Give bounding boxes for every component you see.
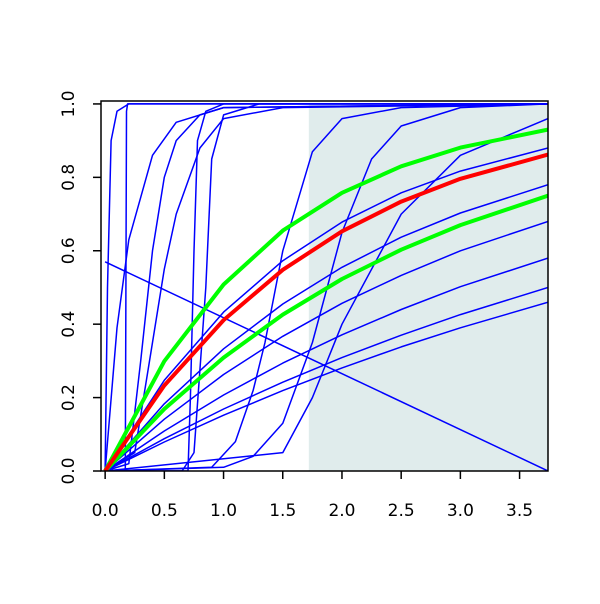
plot-area bbox=[103, 103, 548, 471]
series-line bbox=[104, 261, 548, 471]
series-line bbox=[105, 117, 548, 471]
plot-frame bbox=[100, 100, 549, 472]
series-line bbox=[105, 103, 548, 471]
series-line bbox=[103, 152, 548, 471]
y-tick-label: 0.6 bbox=[59, 237, 79, 264]
x-tick-label: 2.5 bbox=[388, 501, 415, 521]
series-line bbox=[104, 257, 548, 471]
y-tick-label: 0.0 bbox=[59, 457, 79, 484]
y-tick-label: 0.4 bbox=[59, 311, 79, 338]
x-tick-label: 1.5 bbox=[269, 501, 296, 521]
y-tick-label: 1.0 bbox=[59, 90, 79, 117]
series-line bbox=[105, 103, 548, 471]
x-tick-label: 1.0 bbox=[210, 501, 237, 521]
series-line bbox=[104, 301, 548, 471]
x-tick-label: 3.0 bbox=[447, 501, 474, 521]
x-tick-label: 0.5 bbox=[151, 501, 178, 521]
x-tick-label: 2.0 bbox=[328, 501, 355, 521]
x-tick-label: 3.5 bbox=[506, 501, 533, 521]
series-line bbox=[103, 193, 548, 471]
series-line bbox=[105, 103, 548, 471]
series-line bbox=[104, 147, 548, 471]
series-line bbox=[103, 127, 548, 471]
series-line bbox=[104, 183, 548, 471]
y-tick-label: 0.2 bbox=[59, 384, 79, 411]
y-tick-label: 0.8 bbox=[59, 164, 79, 191]
series-line bbox=[104, 103, 548, 471]
series-line bbox=[104, 286, 548, 471]
series-line bbox=[104, 220, 548, 471]
series-line bbox=[104, 103, 548, 471]
x-tick-label: 0.0 bbox=[92, 501, 119, 521]
